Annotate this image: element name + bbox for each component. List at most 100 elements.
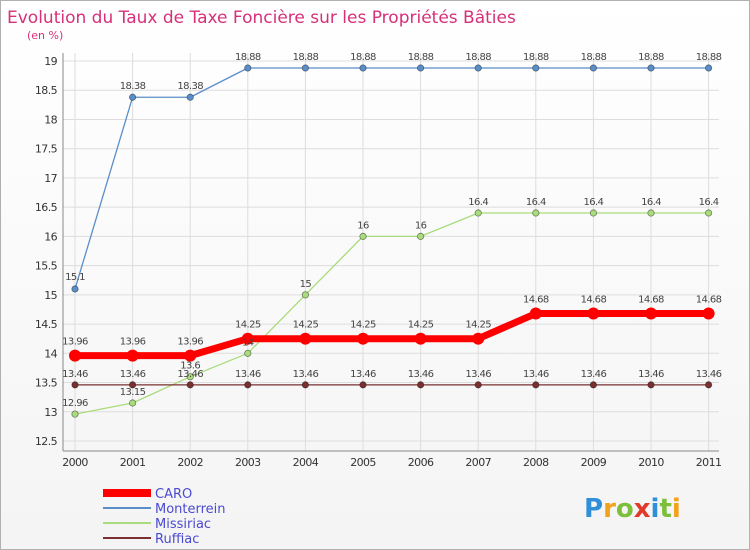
x-tick-label: 2002 bbox=[177, 456, 203, 469]
data-label-monterrein: 18.38 bbox=[120, 81, 146, 92]
data-label-ruffiac: 13.46 bbox=[235, 369, 261, 380]
legend-label-missiriac: Missiriac bbox=[155, 517, 211, 532]
data-point-monterrein bbox=[129, 93, 137, 101]
y-tick-label: 14 bbox=[44, 347, 57, 360]
series-line-monterrein bbox=[74, 67, 710, 290]
data-point-ruffiac bbox=[359, 381, 367, 389]
data-point-ruffiac bbox=[532, 381, 540, 389]
x-tick-label: 2007 bbox=[465, 456, 491, 469]
x-tick-label: 2008 bbox=[523, 456, 549, 469]
data-label-monterrein: 18.38 bbox=[177, 81, 203, 92]
data-point-ruffiac bbox=[129, 381, 137, 389]
logo-letter: x bbox=[634, 494, 651, 524]
series-line-missiriac bbox=[74, 212, 710, 415]
data-label-missiriac: 16.4 bbox=[699, 197, 719, 208]
y-tick-label: 17.5 bbox=[35, 143, 58, 156]
data-point-monterrein bbox=[704, 64, 713, 72]
data-point-ruffiac bbox=[301, 381, 309, 389]
data-label-caro: 14.25 bbox=[465, 320, 491, 331]
x-tick-label: 2003 bbox=[235, 456, 261, 469]
y-tick-label: 15.5 bbox=[35, 260, 58, 273]
data-label-missiriac: 12.96 bbox=[62, 398, 88, 409]
data-label-missiriac: 16.4 bbox=[468, 197, 488, 208]
data-label-ruffiac: 13.46 bbox=[408, 369, 434, 380]
data-point-ruffiac bbox=[244, 381, 252, 389]
data-label-caro: 14.68 bbox=[523, 295, 549, 306]
data-label-monterrein: 18.88 bbox=[523, 52, 549, 63]
logo-letter: i bbox=[651, 494, 660, 524]
data-label-monterrein: 18.88 bbox=[465, 52, 491, 63]
chart-title: Evolution du Taux de Taxe Foncière sur l… bbox=[7, 8, 516, 28]
data-label-ruffiac: 13.46 bbox=[120, 369, 146, 380]
data-label-caro: 13.96 bbox=[62, 337, 88, 348]
data-label-ruffiac: 13.46 bbox=[581, 369, 607, 380]
data-point-missiriac bbox=[301, 291, 309, 299]
grid bbox=[63, 53, 719, 451]
data-point-monterrein bbox=[589, 64, 598, 72]
data-label-missiriac: 13.6 bbox=[180, 361, 200, 372]
data-label-ruffiac: 13.46 bbox=[696, 369, 722, 380]
data-point-monterrein bbox=[71, 285, 79, 293]
x-tick-label: 2009 bbox=[581, 456, 607, 469]
data-label-ruffiac: 13.46 bbox=[465, 369, 491, 380]
data-label-monterrein: 18.88 bbox=[581, 52, 607, 63]
data-label-monterrein: 18.88 bbox=[408, 52, 434, 63]
data-label-caro: 14.25 bbox=[408, 320, 434, 331]
y-tick-label: 13 bbox=[44, 406, 57, 419]
data-label-ruffiac: 13.46 bbox=[638, 369, 664, 380]
x-tick-label: 2011 bbox=[696, 456, 722, 469]
data-label-missiriac: 16.4 bbox=[583, 197, 603, 208]
data-point-ruffiac bbox=[474, 381, 482, 389]
logo-letter: t bbox=[659, 494, 671, 524]
data-point-caro bbox=[126, 349, 139, 362]
data-label-monterrein: 18.88 bbox=[293, 52, 319, 63]
y-tick-label: 16.5 bbox=[35, 201, 58, 214]
data-label-missiriac: 14 bbox=[242, 337, 254, 348]
data-point-ruffiac bbox=[704, 381, 713, 389]
data-label-caro: 13.96 bbox=[177, 337, 203, 348]
data-point-caro bbox=[645, 307, 657, 320]
y-tick-label: 16 bbox=[44, 230, 57, 243]
legend-label-monterrein: Monterrein bbox=[155, 502, 226, 517]
data-point-ruffiac bbox=[647, 381, 655, 389]
data-point-missiriac bbox=[359, 232, 367, 240]
data-point-missiriac bbox=[244, 349, 252, 357]
data-label-missiriac: 16 bbox=[357, 220, 369, 231]
legend-label-caro: CARO bbox=[155, 487, 192, 502]
data-label-monterrein: 18.88 bbox=[696, 52, 722, 63]
y-tick-label: 13.5 bbox=[35, 377, 58, 390]
y-tick-label: 14.5 bbox=[35, 318, 58, 331]
y-tick-label: 18.5 bbox=[35, 84, 58, 97]
data-point-caro bbox=[357, 332, 369, 345]
data-label-caro: 13.96 bbox=[120, 337, 146, 348]
data-label-caro: 14.68 bbox=[638, 295, 664, 306]
data-point-missiriac bbox=[532, 209, 540, 217]
data-label-caro: 14.25 bbox=[235, 320, 261, 331]
data-point-monterrein bbox=[532, 64, 540, 72]
data-point-ruffiac bbox=[186, 381, 194, 389]
data-label-monterrein: 18.88 bbox=[235, 52, 261, 63]
x-tick-label: 2010 bbox=[638, 456, 664, 469]
data-point-monterrein bbox=[647, 64, 655, 72]
data-label-caro: 14.25 bbox=[350, 320, 376, 331]
data-label-caro: 14.68 bbox=[696, 295, 722, 306]
data-labels: 15.1 18.38 18.38 18.88 18.88 18.88 18.88 18.88 1… bbox=[62, 52, 722, 409]
data-label-missiriac: 15 bbox=[300, 279, 312, 290]
series bbox=[69, 64, 715, 418]
data-point-missiriac bbox=[186, 373, 194, 381]
y-axis-unit: (en %) bbox=[27, 29, 63, 42]
data-label-ruffiac: 13.46 bbox=[523, 369, 549, 380]
data-point-caro bbox=[69, 349, 81, 362]
data-label-caro: 14.68 bbox=[581, 295, 607, 306]
data-point-caro bbox=[184, 349, 197, 362]
x-tick-label: 2006 bbox=[408, 456, 434, 469]
data-label-monterrein: 18.88 bbox=[350, 52, 376, 63]
y-tick-label: 18 bbox=[44, 113, 57, 126]
logo-letter: i bbox=[672, 494, 681, 524]
data-point-missiriac bbox=[416, 232, 425, 240]
logo-letter: P bbox=[584, 494, 603, 524]
series-line-caro bbox=[71, 310, 713, 360]
data-label-missiriac: 16.4 bbox=[641, 197, 661, 208]
